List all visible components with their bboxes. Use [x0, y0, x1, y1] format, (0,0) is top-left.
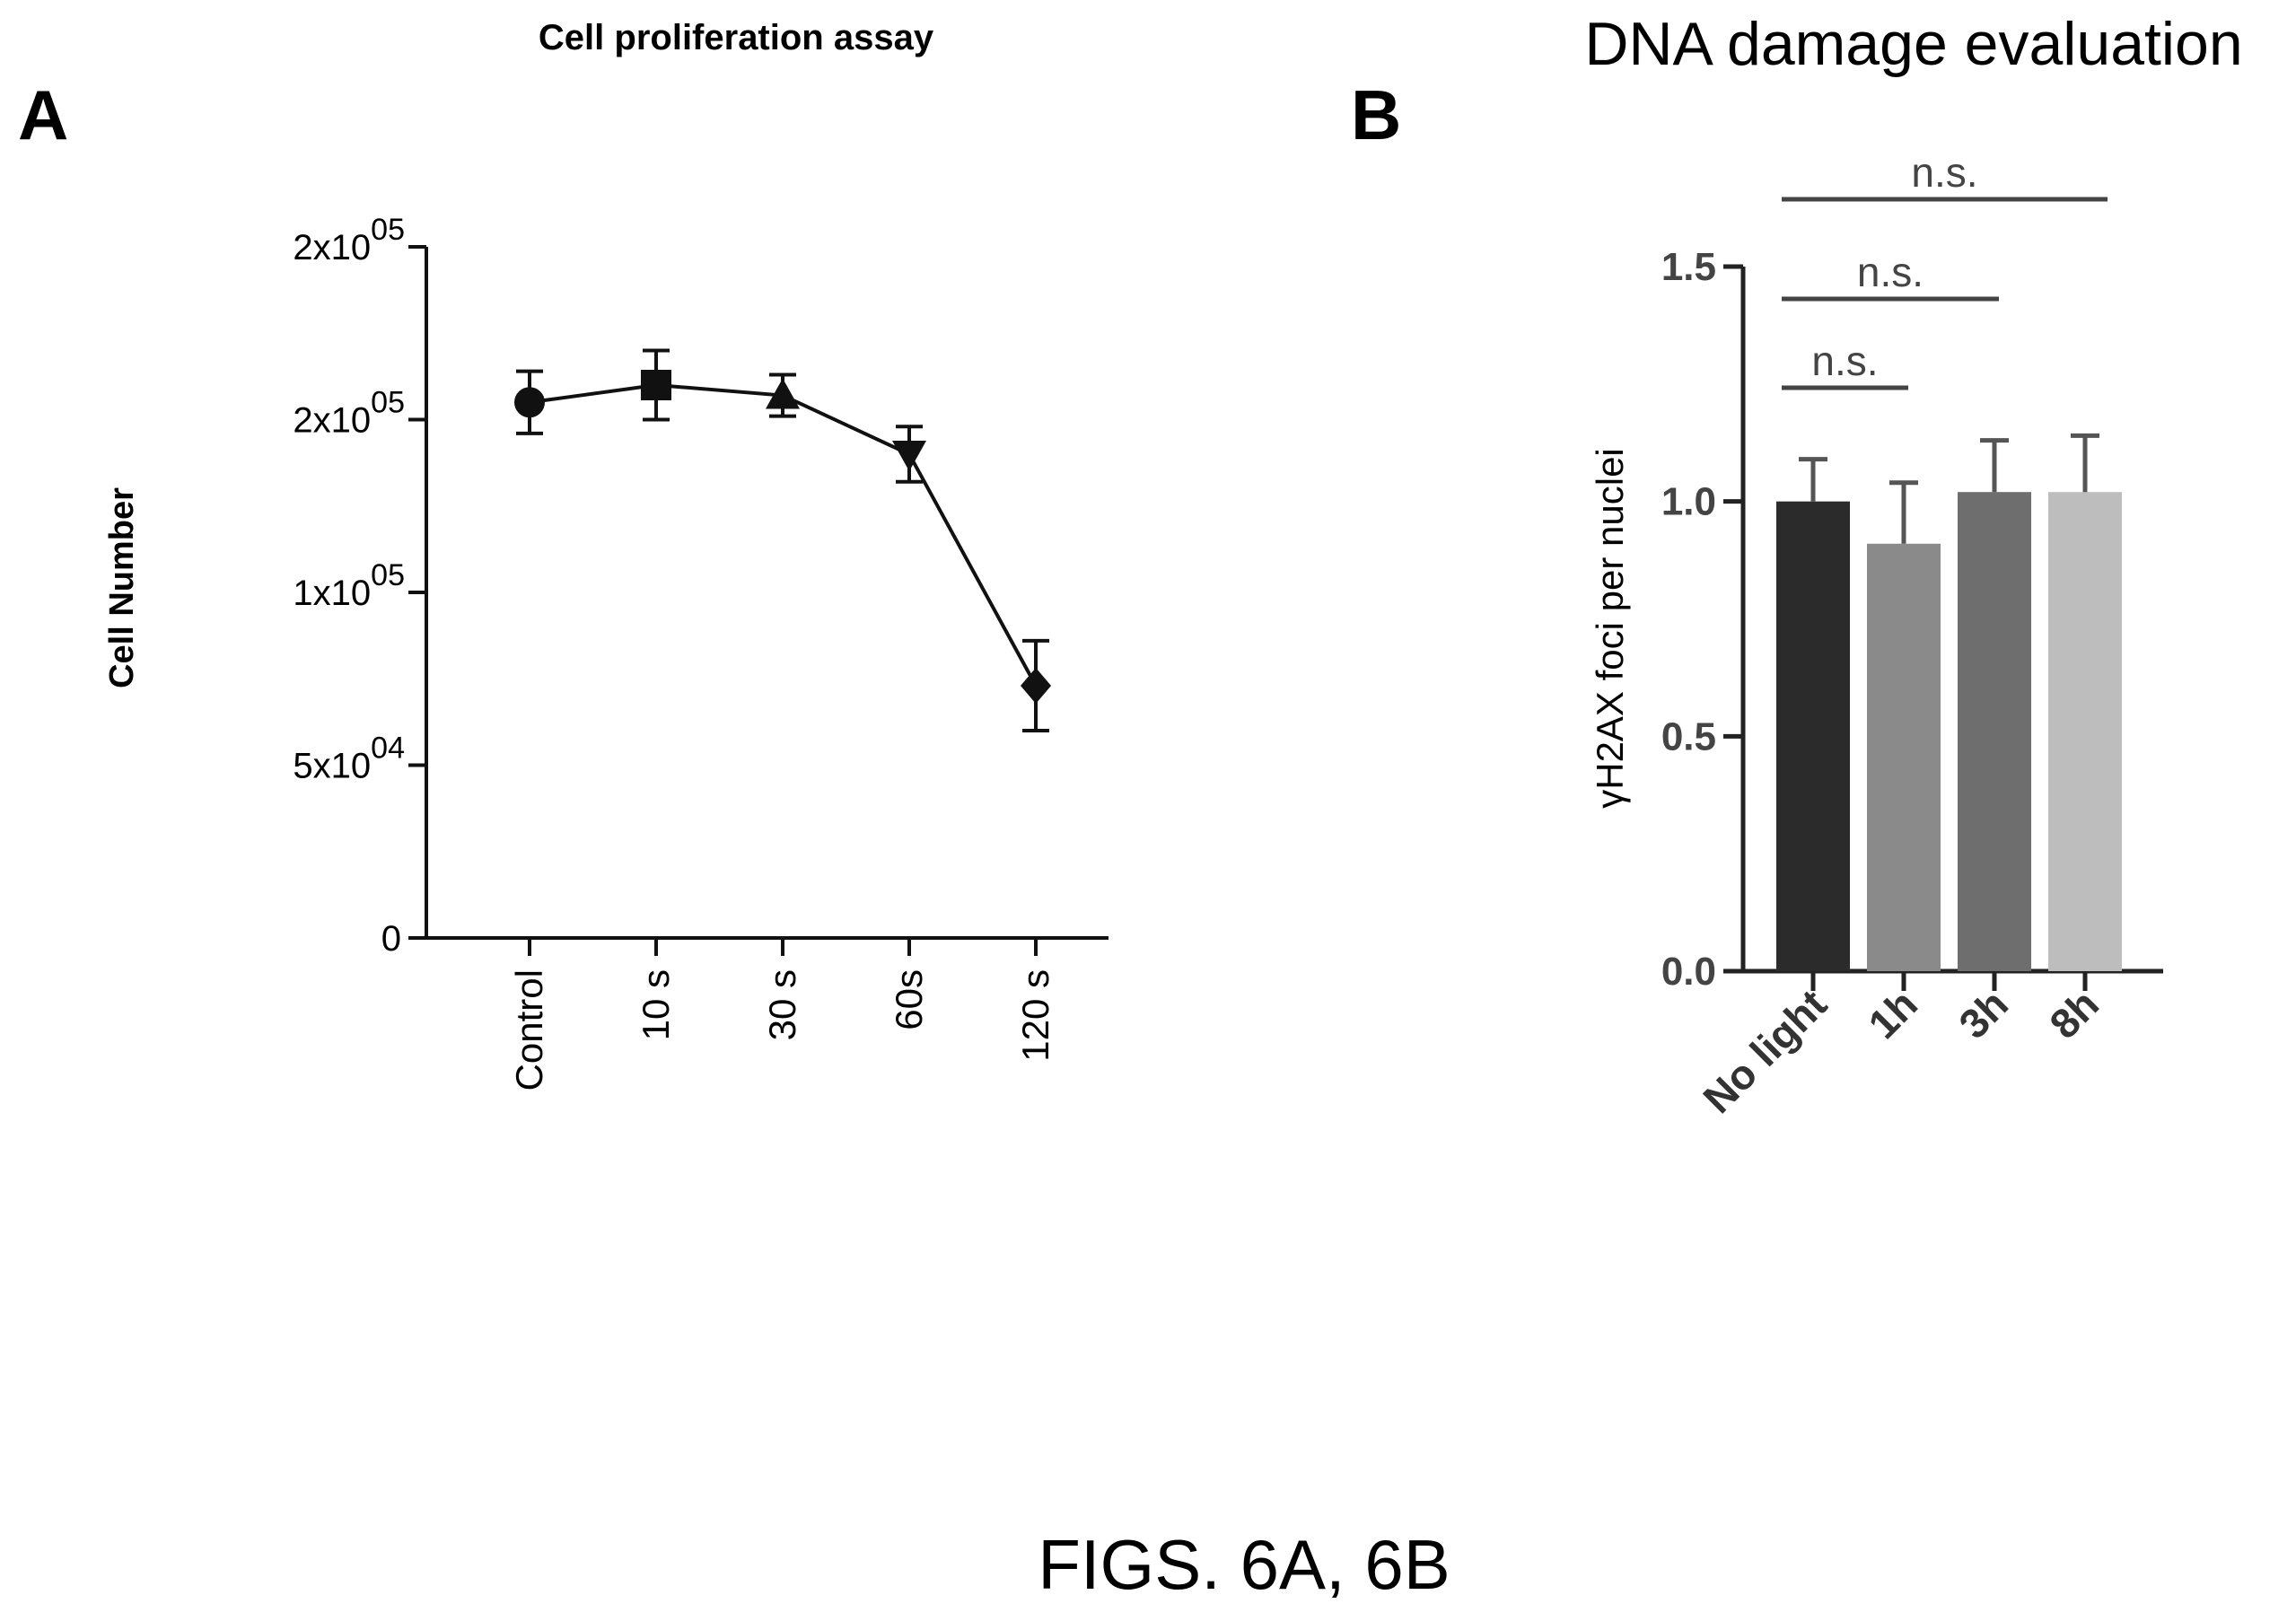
x-tick-label-120-s: 120 s	[1014, 969, 1056, 1062]
x-tick-label-no-light: No light	[1694, 980, 1836, 1122]
y-tick-label: 0	[381, 919, 401, 959]
bar-8h	[2048, 492, 2122, 971]
x-tick-label-8h: 8h	[2040, 980, 2108, 1047]
data-point-60s	[892, 441, 926, 471]
panel-b-significance: n.s. n.s. n.s.	[1782, 149, 2108, 390]
x-tick-label-3h: 3h	[1950, 980, 2017, 1047]
bar-1h	[1867, 543, 1941, 971]
panel-a: Cell proliferation assay A Cell Number 0…	[18, 18, 1109, 1091]
bar-3h	[1958, 492, 2031, 971]
panel-b-ylabel: γH2AX foci per nuclei	[1589, 448, 1631, 809]
x-tick-label-60s: 60s	[888, 969, 930, 1030]
series-line	[529, 382, 1038, 687]
panel-b: DNA damage evaluation B γH2AX foci per n…	[1351, 10, 2243, 1122]
y-tick-label: 1x1005	[293, 558, 405, 613]
y-tick-label: 0.5	[1661, 714, 1716, 758]
panel-a-axes: 0 5x1004 1x1005 2x1005 2x1005 Control 10 s 30 s…	[293, 213, 1109, 1091]
figure-caption: FIGS. 6A, 6B	[1038, 1525, 1450, 1604]
panel-b-marks	[1776, 433, 2122, 971]
data-point-10-s	[641, 370, 671, 400]
data-point-control	[514, 387, 545, 418]
x-tick-label-10-s: 10 s	[635, 969, 677, 1040]
significance-label-3: n.s.	[1911, 149, 1977, 196]
panel-a-title: Cell proliferation assay	[539, 18, 934, 57]
y-tick-label: 0.0	[1661, 950, 1716, 994]
x-tick-label-30-s: 30 s	[761, 969, 803, 1040]
y-tick-label: 5x1004	[293, 732, 405, 786]
x-tick-label-control: Control	[508, 969, 550, 1091]
x-tick-label-1h: 1h	[1859, 980, 1926, 1047]
significance-label-2: n.s.	[1857, 249, 1924, 295]
y-tick-label: 1.5	[1661, 245, 1716, 289]
y-tick-label: 2x1005	[293, 386, 405, 441]
panel-a-label: A	[18, 75, 68, 154]
panel-a-ylabel: Cell Number	[103, 487, 141, 688]
significance-label-1: n.s.	[1811, 337, 1878, 384]
y-tick-label: 2x1005	[293, 213, 405, 267]
data-point-120-s	[1021, 667, 1051, 704]
panel-b-label: B	[1351, 75, 1401, 154]
panel-a-marks	[514, 348, 1051, 732]
y-tick-label: 1.0	[1661, 480, 1716, 524]
data-point-30-s	[766, 378, 800, 409]
panel-b-title: DNA damage evaluation	[1584, 10, 2242, 78]
bar-no-light	[1776, 501, 1850, 971]
